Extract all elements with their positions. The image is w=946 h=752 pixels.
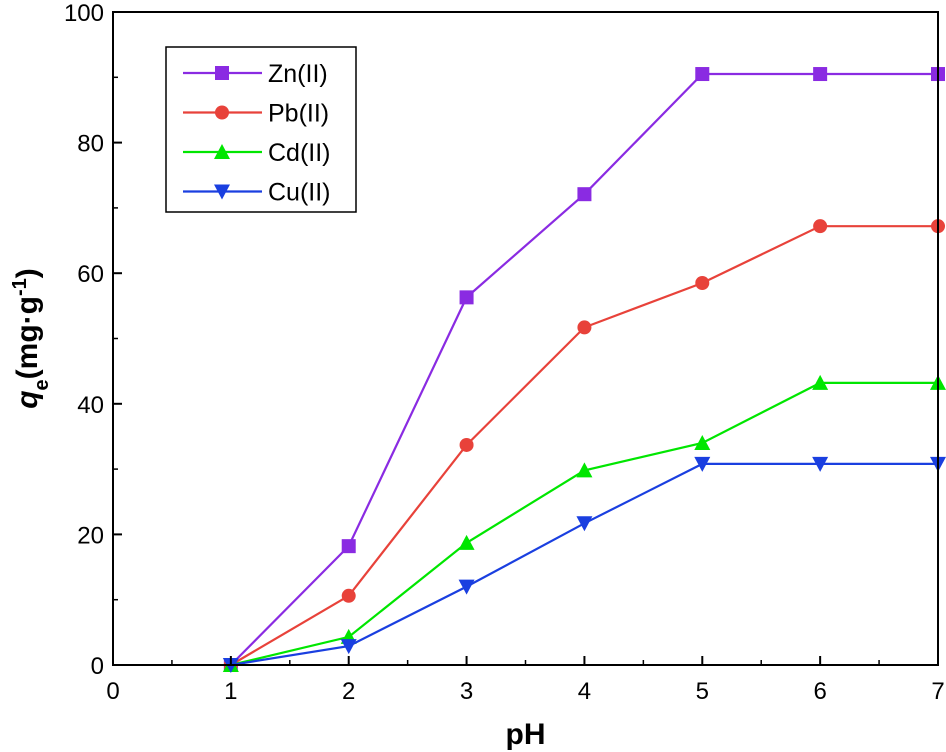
- data-point: [695, 275, 710, 290]
- y-tick-label: 80: [77, 131, 104, 158]
- y-tick-label: 0: [91, 653, 104, 680]
- x-tick-label: 5: [696, 678, 709, 705]
- y-axis-title: qe(mg·g-1): [9, 268, 53, 409]
- y-axis-superscript: -1: [9, 278, 31, 296]
- data-point: [695, 67, 710, 82]
- series-line: [230, 462, 938, 667]
- x-tick-label: 2: [342, 678, 355, 705]
- y-tick-label: 100: [64, 0, 104, 27]
- legend-label: Cu(II): [268, 179, 331, 207]
- x-tick-label: 4: [578, 678, 591, 705]
- legend-marker: [214, 144, 230, 159]
- data-point: [812, 456, 829, 472]
- series-line: [230, 225, 938, 666]
- y-tick-label: 40: [77, 392, 104, 419]
- data-point: [458, 579, 475, 595]
- series-layer: [222, 67, 946, 673]
- x-tick-label: 1: [224, 678, 237, 705]
- data-point: [813, 67, 828, 82]
- x-tick-label: 3: [460, 678, 473, 705]
- x-tick-label: 6: [813, 678, 826, 705]
- y-axis-unit-open: (mg·g: [11, 296, 44, 379]
- data-point: [459, 290, 474, 305]
- x-tick-label: 0: [106, 678, 119, 705]
- y-axis-unit-close: ): [11, 268, 44, 278]
- data-point: [694, 434, 711, 450]
- data-point: [812, 374, 829, 390]
- legend-label: Cd(II): [268, 139, 331, 167]
- legend-label: Zn(II): [268, 60, 328, 88]
- legend-marker: [215, 105, 229, 120]
- data-point: [813, 219, 828, 234]
- x-axis-title: pH: [506, 718, 546, 751]
- legend: Zn(II) Pb(II) Cd(II) Cu(II): [165, 46, 357, 213]
- data-point: [694, 456, 711, 472]
- y-tick-label: 60: [77, 261, 104, 288]
- data-point: [341, 539, 356, 554]
- legend-marker: [215, 66, 229, 80]
- series-cuii: [222, 456, 946, 673]
- data-point: [340, 639, 357, 655]
- legend-box: [165, 46, 357, 213]
- data-point: [341, 588, 356, 603]
- y-axis-symbol: q: [11, 390, 44, 408]
- legend-label: Pb(II): [268, 100, 329, 128]
- data-point: [577, 187, 592, 202]
- data-point: [577, 320, 592, 335]
- legend-marker: [214, 184, 230, 200]
- data-point: [576, 462, 593, 478]
- x-axis-ticks: 0 1 2 3 4 5 6 7: [106, 656, 945, 705]
- y-axis-subscript: e: [31, 379, 53, 390]
- series-pbii: [223, 219, 945, 672]
- x-tick-label: 7: [931, 678, 944, 705]
- data-point: [459, 437, 474, 452]
- data-point: [576, 516, 593, 532]
- y-axis-ticks: 0 20 40 60 80 100: [64, 0, 122, 680]
- y-tick-label: 20: [77, 522, 104, 549]
- data-point: [458, 534, 475, 550]
